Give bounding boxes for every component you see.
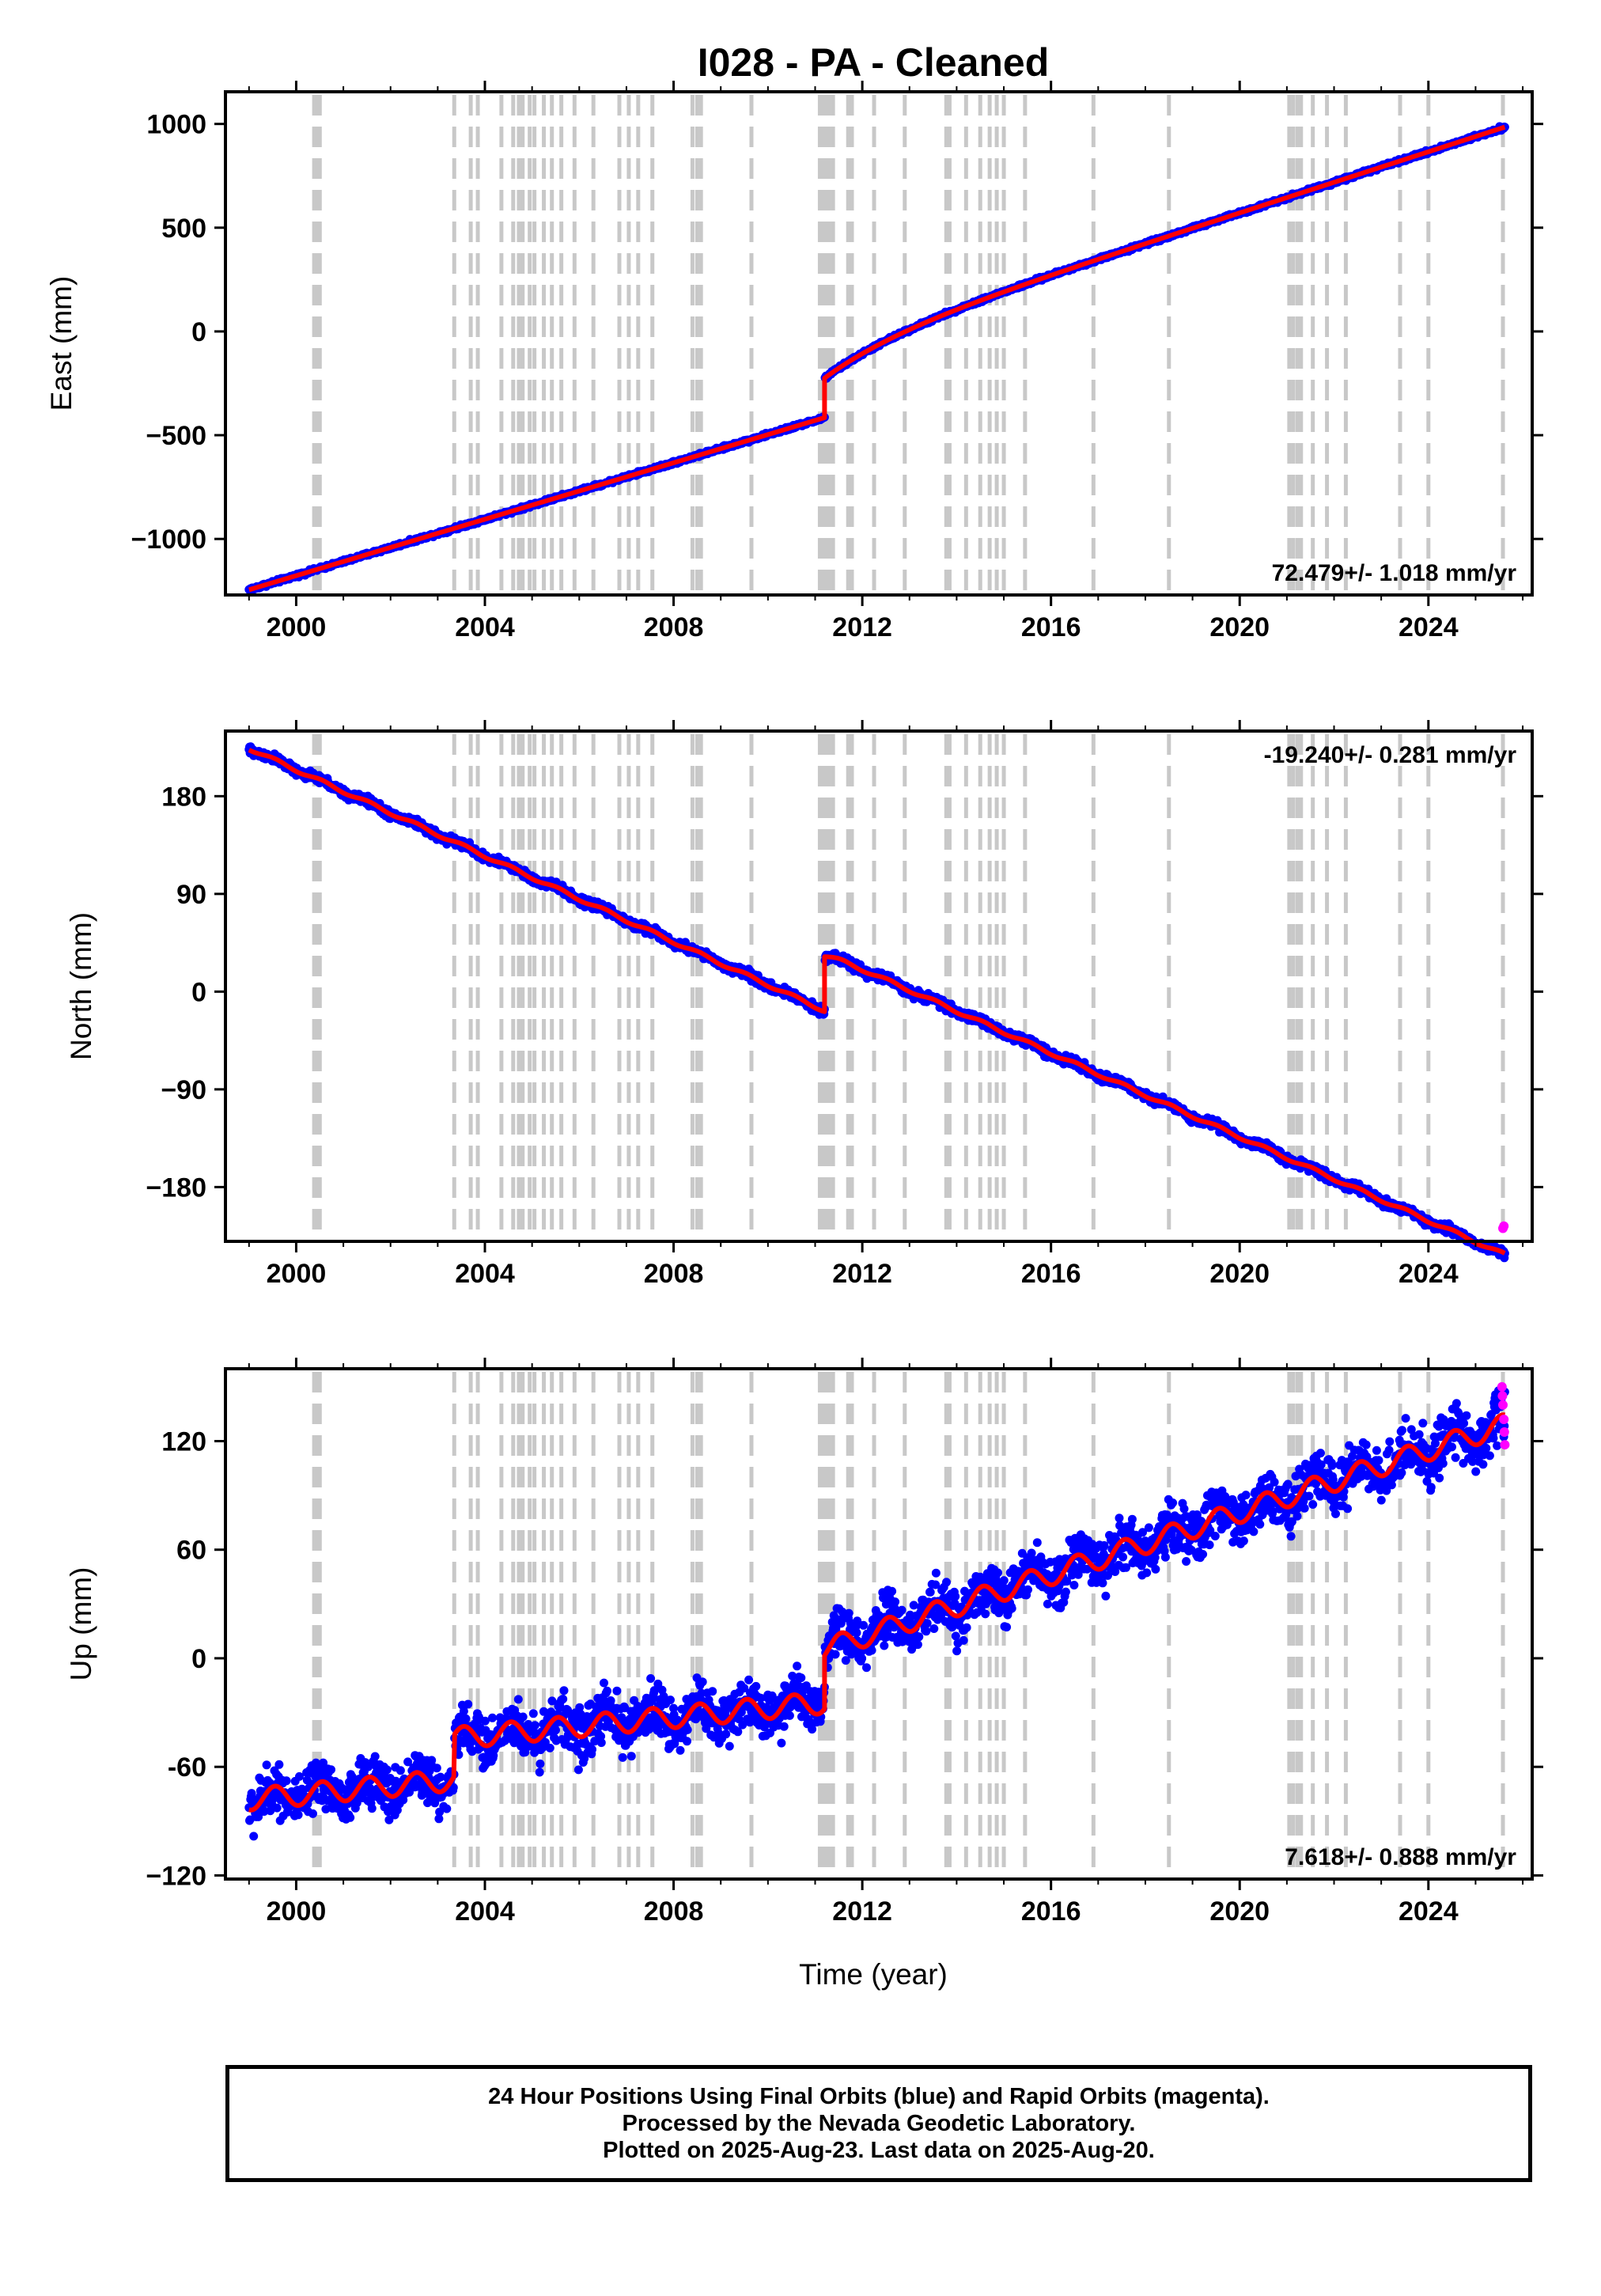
final-orbit-points (244, 742, 1509, 1263)
plot-frame (224, 90, 1534, 597)
panel-east: 2000 2004 2008 2012 2016 2020 2024 −1000 −500 0 50… (45, 81, 1543, 642)
y-tick-label: 0 (191, 317, 206, 347)
y-tick-label: −90 (161, 1075, 206, 1105)
x-axis-label: Time (year) (799, 1958, 948, 1991)
x-tick-label: 2016 (1021, 1259, 1081, 1289)
y-tick-label: 0 (191, 977, 206, 1007)
y-axis-label: Up (mm) (65, 1567, 97, 1681)
x-tick-label: 2024 (1399, 1259, 1459, 1289)
y-tick-label: -60 (168, 1752, 206, 1783)
x-tick-label: 2020 (1209, 1259, 1270, 1289)
x-tick-label: 2004 (455, 1896, 515, 1927)
y-tick-label: −120 (146, 1861, 206, 1891)
model-fit-line (248, 748, 1507, 1256)
caption-line-2: Processed by the Nevada Geodetic Laborat… (622, 2111, 1136, 2136)
x-tick-label: 2004 (455, 612, 515, 642)
y-tick-label: 180 (161, 782, 206, 812)
figure-title: I028 - PA - Cleaned (698, 40, 1050, 85)
rapid-orbit-point (1499, 1415, 1509, 1425)
x-tick-label: 2004 (455, 1259, 515, 1289)
x-tick-label: 2024 (1399, 612, 1459, 642)
final-orbit-points (244, 1386, 1509, 1841)
final-orbit-points (244, 122, 1509, 596)
x-tick-label: 2000 (267, 1896, 327, 1927)
x-tick-label: 2000 (267, 612, 327, 642)
x-tick-label: 2008 (644, 1259, 704, 1289)
rapid-orbit-point (1499, 1221, 1509, 1231)
x-tick-label: 2012 (832, 1896, 892, 1927)
x-tick-label: 2020 (1209, 1896, 1270, 1927)
rapid-orbit-point (1497, 1381, 1507, 1392)
caption-line-1: 24 Hour Positions Using Final Orbits (bl… (488, 2084, 1270, 2109)
y-tick-label: 120 (161, 1426, 206, 1457)
velocity-label: 72.479+/- 1.018 mm/yr (1272, 560, 1517, 586)
y-tick-label: −500 (146, 421, 206, 451)
y-tick-label: 1000 (146, 110, 206, 140)
y-tick-label: −180 (146, 1173, 206, 1203)
y-tick-label: 0 (191, 1644, 206, 1674)
x-tick-label: 2016 (1021, 1896, 1081, 1927)
x-tick-label: 2024 (1399, 1896, 1459, 1927)
plot-frame (224, 1367, 1534, 1881)
y-axis-label: North (mm) (65, 912, 97, 1060)
caption-line-3: Plotted on 2025-Aug-23. Last data on 202… (603, 2138, 1155, 2163)
panel-up: 2000 2004 2008 2012 2016 2020 2024 −120 -60 0 60 12… (65, 1358, 1543, 1927)
y-tick-label: 60 (176, 1536, 206, 1566)
y-tick-label: 500 (161, 214, 206, 244)
rapid-orbit-point (1498, 1400, 1508, 1410)
y-tick-label: −1000 (131, 525, 207, 555)
model-fit-line (248, 1412, 1507, 1813)
x-tick-label: 2016 (1021, 612, 1081, 642)
x-tick-label: 2012 (832, 1259, 892, 1289)
y-axis-label: East (mm) (45, 276, 78, 411)
caption-box: 24 Hour Positions Using Final Orbits (bl… (225, 2065, 1532, 2182)
rapid-orbit-point (1497, 1391, 1508, 1401)
velocity-label: 7.618+/- 0.888 mm/yr (1285, 1844, 1516, 1870)
rapid-orbit-point (1499, 1427, 1509, 1438)
rapid-orbit-point (1500, 1440, 1510, 1450)
velocity-label: -19.240+/- 0.281 mm/yr (1264, 742, 1517, 768)
y-tick-label: 90 (176, 880, 206, 910)
model-fit-line (248, 124, 1507, 593)
x-tick-label: 2000 (267, 1259, 327, 1289)
x-tick-label: 2012 (832, 612, 892, 642)
plot-frame (224, 729, 1534, 1243)
panel-north: 2000 2004 2008 2012 2016 2020 2024 −180 −90 0 90 18… (65, 720, 1543, 1289)
x-tick-label: 2020 (1209, 612, 1270, 642)
x-tick-label: 2008 (644, 1896, 704, 1927)
x-tick-label: 2008 (644, 612, 704, 642)
